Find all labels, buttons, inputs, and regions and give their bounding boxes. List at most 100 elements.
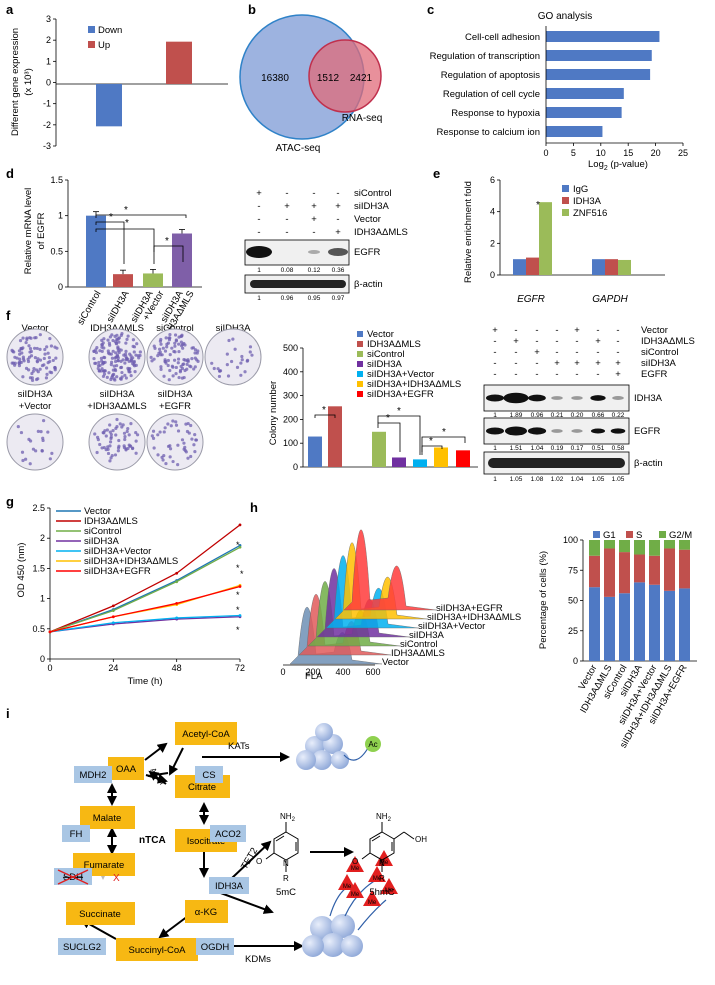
colony-dot [168, 333, 172, 337]
colony-dot [10, 348, 14, 352]
cell-cycle-bar [589, 555, 600, 588]
colony-bar [328, 406, 342, 467]
enrichment-bar [605, 259, 618, 275]
legend-label: IgG [573, 184, 588, 195]
blot-sign: + [574, 358, 580, 369]
panel-f-quant-actin: 1 1.05 1.08 1.02 1.04 1.05 1.05 [493, 476, 625, 483]
significance-star: * [240, 569, 244, 579]
panel-c-title: GO analysis [538, 11, 592, 22]
colony-dot [132, 350, 136, 354]
colony-dot [113, 340, 117, 344]
sdh-cross-line [57, 869, 89, 885]
panel-a-yticks: 3 2 1 0 -1 -2 -3 [43, 14, 56, 151]
plate-label: +Vector [19, 401, 51, 412]
colony-dot [100, 345, 104, 349]
sdh-block-x: X [113, 873, 120, 884]
colony-dot [28, 346, 33, 351]
blot-quant: 1 [493, 412, 497, 419]
colony-dot [51, 358, 55, 363]
colony-dot [35, 346, 39, 351]
flow-xlabel: FLA [305, 671, 323, 682]
colony-dot [50, 451, 54, 455]
colony-dot [129, 358, 134, 363]
colony-dot [119, 365, 124, 370]
blot-sign: - [514, 325, 517, 336]
go-term: Response to hypoxia [451, 108, 540, 119]
blot-quant: 1.04 [571, 476, 584, 483]
ytick-label: 4 [490, 207, 495, 217]
colony-dot [229, 359, 234, 364]
ytick-label: 0 [573, 656, 578, 666]
growth-point [238, 545, 242, 549]
growth-line [49, 546, 241, 633]
panel-h-ylabel: Percentage of cells (%) [538, 551, 549, 649]
colony-dot [123, 437, 127, 442]
legend-swatch [357, 361, 363, 367]
panel-d-star-2: * [109, 212, 113, 223]
panel-e-star: * [536, 200, 540, 211]
colony-dot [176, 443, 180, 447]
panel-g-xlabel: Time (h) [127, 676, 162, 687]
significance-star: * [236, 605, 240, 615]
colony-dot [111, 429, 115, 433]
colony-dot [170, 364, 174, 368]
colony-dot [176, 429, 181, 433]
arrow-acetyl-citrate [169, 747, 184, 776]
node-succinate [66, 902, 135, 925]
legend-label: siIDH3A+Vector [84, 546, 151, 557]
colony-dot [124, 376, 128, 380]
colony-dot [190, 357, 194, 361]
colony-dot [191, 346, 196, 350]
colony-dot [124, 349, 128, 353]
colony-dot [192, 443, 196, 447]
panel-f-bars [308, 406, 470, 467]
methyl-mark-label: Me [351, 866, 360, 872]
blot-quant: 1.02 [551, 476, 564, 483]
colony-dot [115, 337, 119, 341]
blot-sign: - [493, 336, 496, 347]
colony-dot [122, 444, 126, 448]
colony-dot [150, 434, 154, 438]
panel-d-blot-row-2: siIDH3A [354, 201, 390, 212]
colony-dot [226, 374, 231, 378]
ytick-label: 1.5 [50, 175, 63, 185]
colony-dot [92, 356, 96, 361]
growth-line [49, 616, 241, 633]
colony-dot [96, 366, 100, 371]
panel-g-ylabel: OD 450 (nm) [16, 543, 27, 598]
go-term: Regulation of cell cycle [443, 89, 540, 100]
colony-dot [177, 349, 181, 354]
cell-cycle-bar [589, 540, 600, 556]
cell-cycle-bar [649, 540, 660, 556]
colony-dot [171, 374, 175, 378]
colony-dot [28, 439, 33, 443]
ytick-label: -3 [43, 141, 51, 151]
flow-series-label: IDH3AΔMLS [391, 648, 445, 659]
colony-dot [127, 359, 131, 363]
significance-star: * [236, 590, 240, 600]
panel-f-quant-idh3a: 1 1.89 0.96 0.21 0.20 0.66 0.22 [493, 412, 625, 419]
colony-dot [27, 355, 32, 359]
colony-bar [308, 436, 322, 467]
panel-f-bracket-3 [377, 415, 421, 455]
panel-e-ylabel: Relative enrichment fold [463, 181, 474, 283]
blot-quant: 0.17 [571, 445, 584, 452]
blot-sign: - [312, 188, 315, 199]
colony-dot [21, 336, 25, 340]
colony-plate [6, 413, 64, 471]
ytick-label: 1.5 [32, 563, 45, 573]
colony-dot [19, 360, 23, 365]
legend-swatch [562, 209, 569, 216]
histone-tail [357, 899, 387, 931]
ytick-label: 0 [40, 654, 45, 664]
panel-f-blot-signs: + - - - + - -- + - - - + -- - + - - - -- - - + + + +- - - - - - + [492, 325, 621, 380]
panel-c-bars [546, 31, 660, 137]
growth-line [49, 524, 241, 633]
panel-f-bracket-4 [421, 436, 466, 452]
colony-dot [161, 346, 165, 350]
mol-5mc-o: O [256, 857, 262, 866]
colony-dot [43, 352, 47, 356]
panel-a: a Different gene expression (x 10³) 3 2 1 0… [6, 2, 228, 151]
colony-dot [225, 363, 229, 367]
colony-dot [24, 340, 28, 345]
